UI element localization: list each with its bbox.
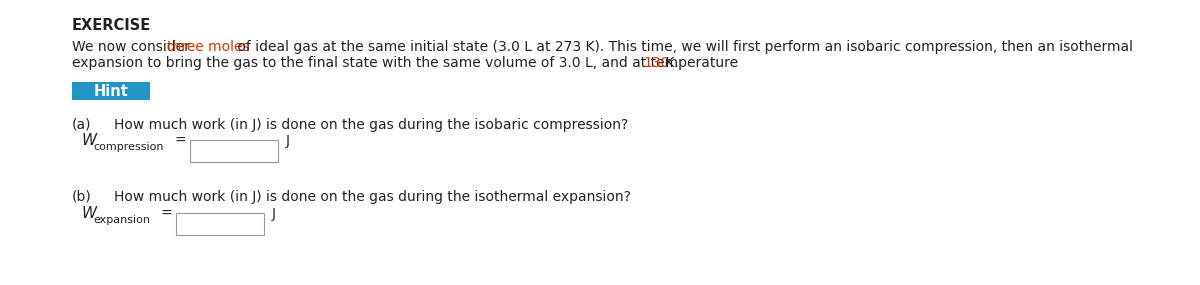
Text: W: W [82, 133, 97, 148]
FancyBboxPatch shape [176, 213, 264, 235]
Text: compression: compression [94, 142, 163, 152]
Text: J: J [272, 207, 276, 221]
Text: EXERCISE: EXERCISE [72, 18, 151, 33]
Text: =: = [160, 207, 172, 221]
Text: of ideal gas at the same initial state (3.0 L at 273 K). This time, we will firs: of ideal gas at the same initial state (… [233, 40, 1133, 54]
Text: How much work (in J) is done on the gas during the isothermal expansion?: How much work (in J) is done on the gas … [114, 190, 631, 204]
Text: Hint: Hint [94, 84, 128, 99]
Text: expansion to bring the gas to the final state with the same volume of 3.0 L, and: expansion to bring the gas to the final … [72, 56, 743, 70]
Text: J: J [286, 134, 290, 148]
Bar [72, 82, 150, 100]
Text: W: W [82, 206, 97, 221]
Text: =: = [174, 134, 186, 148]
Text: 130: 130 [643, 56, 670, 70]
Text: expansion: expansion [94, 215, 150, 225]
Text: How much work (in J) is done on the gas during the isobaric compression?: How much work (in J) is done on the gas … [114, 118, 629, 132]
FancyBboxPatch shape [190, 140, 278, 162]
Text: We now consider: We now consider [72, 40, 194, 54]
Text: (a): (a) [72, 118, 91, 132]
Text: K.: K. [661, 56, 679, 70]
Text: three moles: three moles [167, 40, 250, 54]
Text: (b): (b) [72, 190, 91, 204]
